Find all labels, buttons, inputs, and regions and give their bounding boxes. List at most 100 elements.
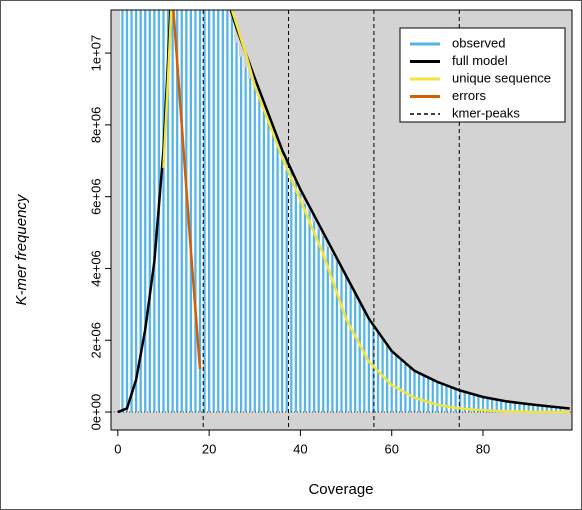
bar (144, 10, 147, 413)
bar (449, 387, 453, 413)
bar (125, 10, 129, 413)
bar (176, 10, 179, 413)
bar (171, 10, 174, 413)
y-tick-label: 0e+00 (88, 394, 103, 431)
legend-box (399, 27, 566, 123)
bar (226, 10, 229, 413)
bar (331, 254, 334, 413)
bar (545, 406, 549, 413)
bar (235, 42, 238, 413)
bar (148, 10, 151, 413)
bar (185, 10, 188, 413)
bar (344, 275, 348, 413)
bar (340, 268, 343, 413)
bar (303, 203, 307, 413)
bar (312, 221, 316, 413)
bar (427, 377, 430, 413)
bar (554, 407, 558, 413)
bar (262, 106, 266, 413)
y-tick-label: 4e+06 (88, 250, 103, 287)
bar (267, 117, 270, 413)
bar (203, 10, 206, 413)
bar (299, 193, 302, 413)
y-tick-label: 1e+07 (88, 35, 103, 72)
line (172, 10, 202, 370)
bar (431, 379, 434, 413)
bar (221, 10, 224, 413)
bar (317, 228, 320, 413)
bar (258, 96, 261, 413)
y-axis-label: K-mer frequency (13, 193, 30, 305)
legend-label: errors (452, 88, 486, 103)
bar (468, 393, 471, 413)
bar (541, 405, 544, 413)
bar (294, 182, 297, 413)
bar (180, 10, 183, 413)
line (162, 10, 570, 414)
plot-border (110, 9, 573, 431)
bar (445, 385, 448, 413)
bar (422, 375, 425, 413)
bar (454, 389, 457, 413)
bar (440, 383, 444, 413)
bar (134, 10, 138, 413)
bar (130, 10, 133, 413)
bar (139, 10, 142, 413)
bar (239, 56, 243, 413)
bar (285, 160, 288, 413)
bar (490, 398, 494, 413)
bar (367, 318, 371, 413)
bar (276, 139, 279, 413)
bar (459, 390, 462, 413)
bar (436, 381, 439, 413)
bar (518, 403, 521, 413)
bar (513, 402, 517, 413)
bar (481, 396, 485, 413)
bar (390, 351, 393, 413)
x-axis-label: Coverage (308, 481, 373, 498)
bar (253, 85, 256, 413)
bar (249, 78, 252, 413)
bar (536, 405, 539, 413)
bar (166, 10, 170, 413)
bar (532, 404, 535, 413)
bar (413, 370, 416, 413)
bar (395, 354, 398, 413)
y-tick-label: 8e+06 (88, 107, 103, 144)
x-tick-label: 60 (384, 441, 398, 456)
bar (322, 236, 325, 413)
bar (417, 373, 421, 413)
bar (349, 286, 352, 413)
bar (408, 367, 412, 413)
x-tick-label: 80 (476, 441, 490, 456)
legend-label: full model (452, 53, 508, 68)
x-tick-label: 40 (293, 441, 307, 456)
bar (486, 397, 489, 413)
bar (244, 67, 247, 413)
bar (281, 150, 284, 413)
bar (194, 10, 197, 413)
bar (153, 10, 156, 413)
bar (290, 171, 293, 413)
bar (550, 406, 553, 413)
bar (472, 394, 476, 413)
bar (509, 402, 512, 413)
bar (500, 400, 503, 413)
bar (495, 399, 498, 413)
bar (271, 128, 275, 413)
legend-label: kmer-peaks (452, 105, 520, 120)
bar (335, 261, 339, 413)
plot-area (111, 10, 572, 430)
bar (212, 10, 215, 413)
bar (217, 10, 220, 413)
line (117, 10, 570, 414)
bar (308, 211, 311, 413)
bar (463, 391, 466, 413)
bar (207, 10, 211, 413)
bar (121, 10, 124, 413)
bar (522, 403, 526, 413)
y-tick-label: 2e+06 (88, 322, 103, 359)
bar (504, 401, 507, 413)
bar (559, 407, 562, 413)
